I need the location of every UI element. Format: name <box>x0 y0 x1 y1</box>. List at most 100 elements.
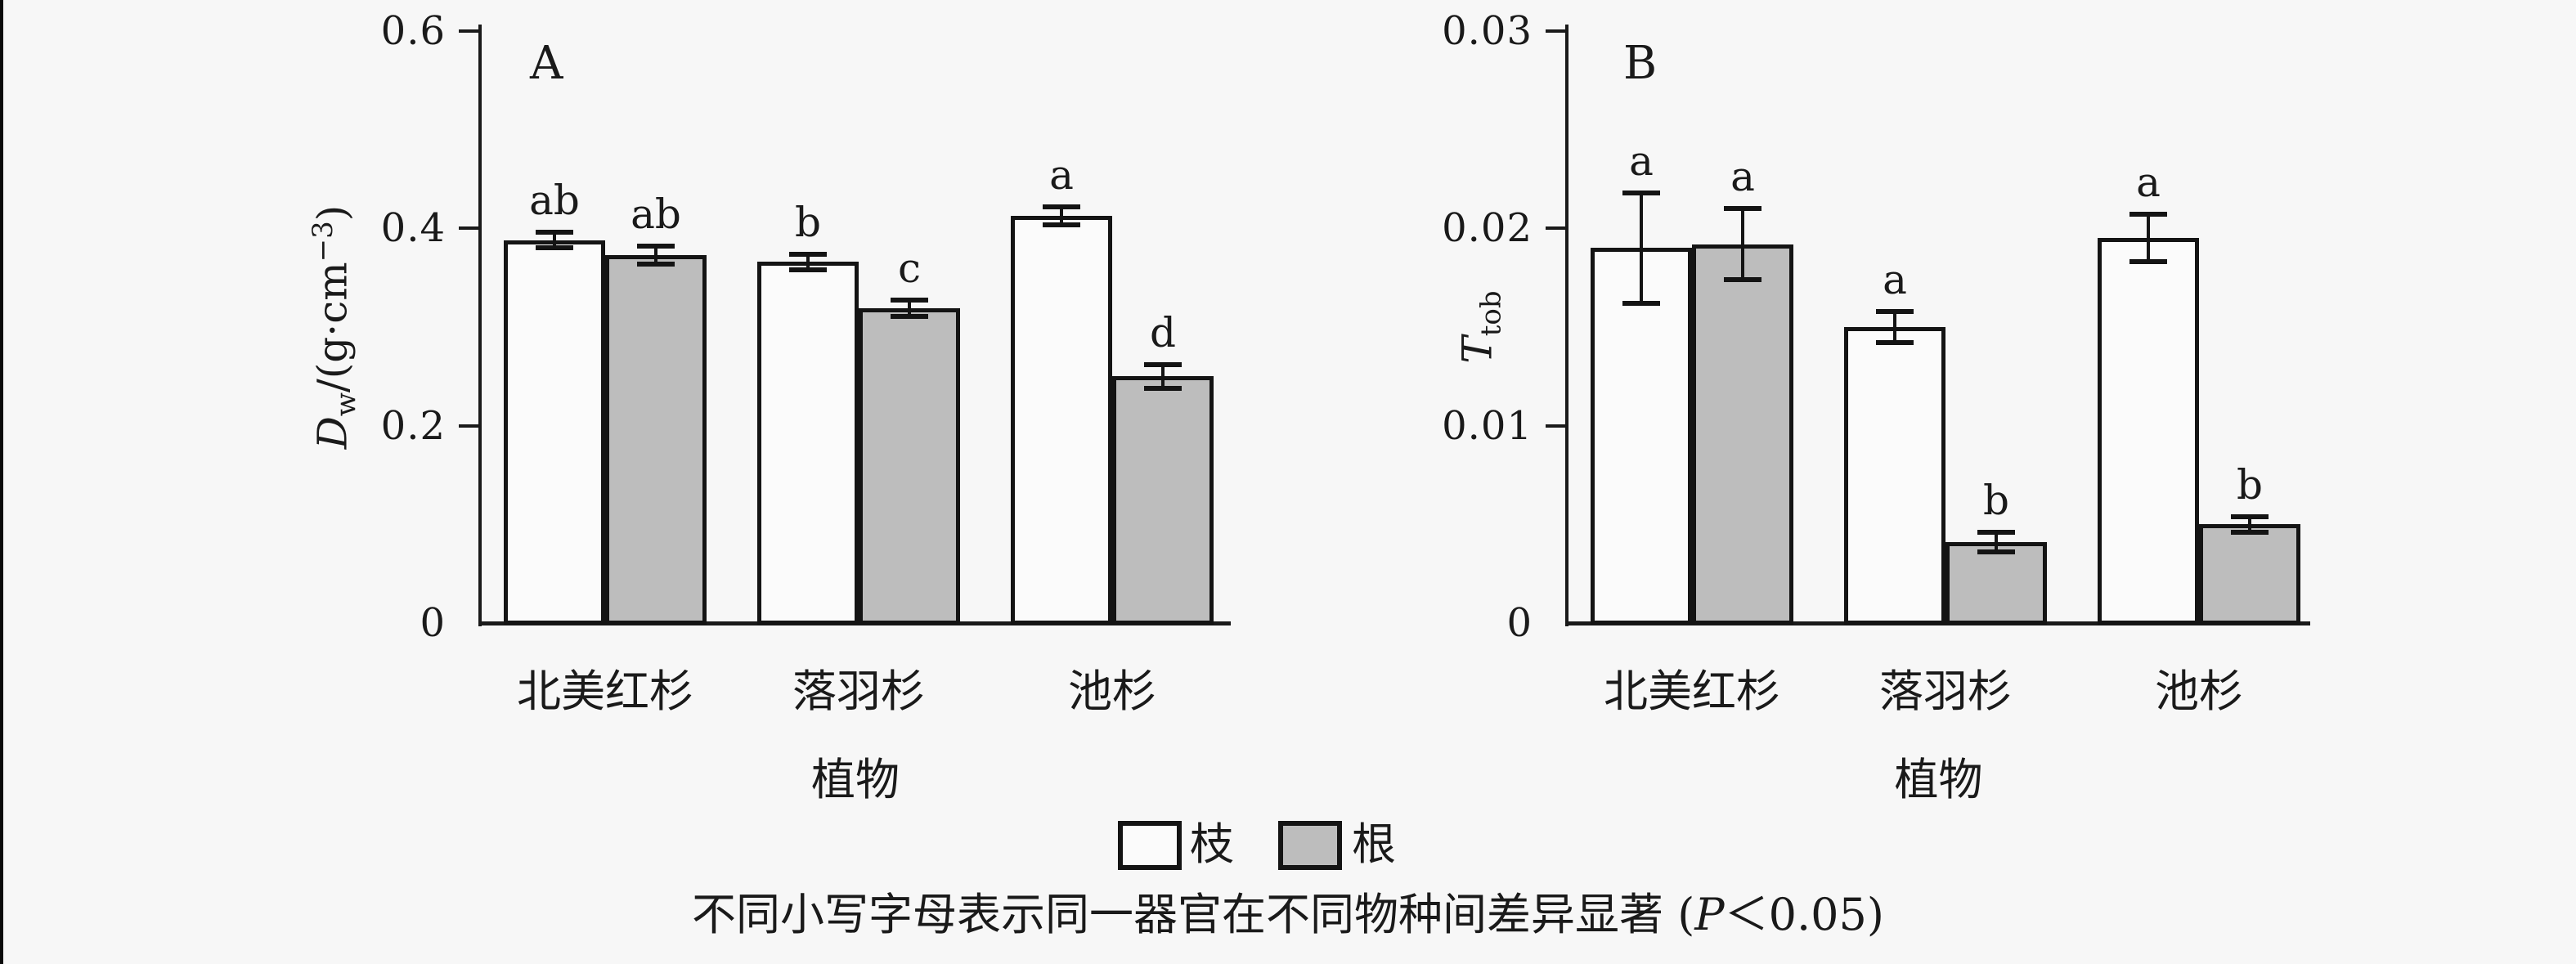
error-bar-line <box>2248 516 2251 532</box>
significance-letter: a <box>1883 255 1907 303</box>
error-bar-cap-top <box>536 230 573 235</box>
error-bar-cap-bottom <box>1876 340 1914 346</box>
panel-b-y-axis-title: Ttob <box>1441 82 1508 572</box>
bar-枝-落羽杉 <box>1844 327 1945 625</box>
significance-letter: d <box>1149 308 1176 356</box>
figure-caption: 不同小写字母表示同一器官在不同物种间差异显著 (P＜0.05) <box>0 888 2576 942</box>
error-bar-line <box>553 232 556 249</box>
y-axis-tick-label: 0.01 <box>1442 402 1533 449</box>
bar-根-落羽杉 <box>859 308 960 625</box>
y-axis-tick-label: 0.02 <box>1442 205 1533 252</box>
y-axis-tick-label: 0.6 <box>380 8 446 54</box>
error-bar-cap-top <box>1144 361 1182 367</box>
error-bar-cap-bottom <box>891 313 928 319</box>
x-axis-category-label: 池杉 <box>2155 666 2243 717</box>
y-axis-line <box>478 25 482 626</box>
error-bar-line <box>806 253 810 270</box>
legend-swatch-root <box>1278 821 1342 870</box>
bar-枝-池杉 <box>1011 215 1112 625</box>
legend-swatch-branch <box>1118 821 1182 870</box>
error-bar-line <box>1060 206 1063 225</box>
error-bar-cap-bottom <box>1622 301 1660 307</box>
significance-letter: ab <box>529 177 580 225</box>
x-axis-category-label: 北美红杉 <box>1604 666 1780 717</box>
y-axis-tick-label: 0.4 <box>380 205 446 252</box>
error-bar-cap-top <box>1043 204 1080 209</box>
error-bar-cap-top <box>1977 529 2015 535</box>
error-bar-cap-bottom <box>1043 222 1080 227</box>
error-bar-cap-bottom <box>2129 259 2167 265</box>
x-axis-category-label: 池杉 <box>1068 666 1156 717</box>
error-bar-line <box>1640 192 1643 304</box>
y-axis-tick-label: 0.2 <box>380 402 446 449</box>
y-axis-tick-label: 0.03 <box>1442 8 1533 54</box>
bar-根-北美红杉 <box>605 254 707 625</box>
bar-根-落羽杉 <box>1945 542 2047 625</box>
error-bar-cap-bottom <box>1144 385 1182 391</box>
error-bar-cap-top <box>789 251 827 257</box>
panel-a-label: A <box>530 37 563 90</box>
bar-枝-落羽杉 <box>757 262 859 625</box>
caption-text-post: ＜0.05) <box>1724 889 1884 940</box>
panel-a-y-unit: /(g·cm <box>308 262 357 393</box>
y-axis-line <box>1565 25 1568 626</box>
y-axis-tick <box>459 29 480 33</box>
significance-letter: a <box>1730 153 1755 201</box>
panel-a-y-axis-title: Dw/(g·cm−3) <box>296 82 363 572</box>
legend-label-root: 根 <box>1352 818 1396 870</box>
error-bar-line <box>1893 311 1896 343</box>
error-bar-cap-bottom <box>637 261 675 267</box>
y-axis-tick <box>1546 29 1567 33</box>
caption-p-symbol: P <box>1694 889 1725 940</box>
left-edge-artifact <box>0 0 3 964</box>
x-axis-category-label: 落羽杉 <box>1879 666 2012 717</box>
significance-letter: a <box>1629 137 1654 185</box>
x-axis-title: 植物 <box>811 754 900 805</box>
y-axis-tick-label: 0 <box>420 600 446 646</box>
error-bar-line <box>1995 531 1998 553</box>
x-axis-category-label: 北美红杉 <box>517 666 693 717</box>
bar-枝-北美红杉 <box>1591 248 1692 625</box>
y-axis-tick-label: 0 <box>1506 600 1533 646</box>
error-bar-cap-top <box>1724 206 1761 212</box>
significance-letter: a <box>2136 159 2161 207</box>
caption-text-pre: 不同小写字母表示同一器官在不同物种间差异显著 ( <box>692 889 1695 940</box>
error-bar-cap-top <box>637 244 675 249</box>
error-bar-cap-bottom <box>789 267 827 272</box>
significance-letter: b <box>794 198 821 246</box>
error-bar-cap-top <box>1622 190 1660 195</box>
error-bar-cap-bottom <box>536 245 573 251</box>
significance-letter: c <box>897 244 921 293</box>
bar-根-池杉 <box>1112 376 1214 625</box>
error-bar-cap-top <box>1876 308 1914 314</box>
error-bar-cap-bottom <box>2231 529 2269 535</box>
error-bar-line <box>1741 208 1744 280</box>
error-bar-line <box>908 300 911 316</box>
y-axis-tick <box>459 424 480 428</box>
y-axis-tick <box>1546 226 1567 231</box>
error-bar-line <box>2147 214 2150 262</box>
y-axis-tick <box>1546 424 1567 428</box>
panel-b-y-sub: tob <box>1474 290 1508 337</box>
error-bar-line <box>654 246 657 264</box>
error-bar-cap-top <box>2231 513 2269 519</box>
panel-b-label: B <box>1623 37 1658 90</box>
bar-枝-池杉 <box>2098 238 2199 625</box>
x-axis-category-label: 落羽杉 <box>792 666 925 717</box>
error-bar-cap-bottom <box>1977 549 2015 555</box>
significance-letter: b <box>1982 476 2009 524</box>
significance-letter: b <box>2236 460 2263 509</box>
error-bar-line <box>1161 364 1165 388</box>
legend-label-branch: 枝 <box>1190 818 1234 870</box>
significance-letter: ab <box>631 191 681 239</box>
panel-b-y-var: T <box>1453 336 1501 364</box>
bar-枝-北美红杉 <box>504 240 605 625</box>
y-axis-tick <box>459 226 480 231</box>
error-bar-cap-bottom <box>1724 277 1761 283</box>
significance-letter: a <box>1049 150 1074 199</box>
error-bar-cap-top <box>2129 212 2167 217</box>
error-bar-cap-top <box>891 298 928 303</box>
bar-根-北美红杉 <box>1692 244 1793 625</box>
x-axis-title: 植物 <box>1894 754 1983 805</box>
